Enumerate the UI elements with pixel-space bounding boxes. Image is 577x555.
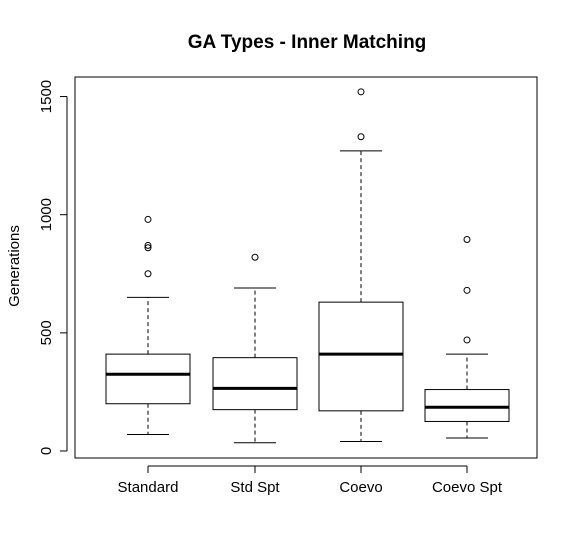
- outlier-point: [144, 244, 152, 252]
- y-axis: 0 500 1000 1500: [38, 80, 68, 455]
- x-tick-label: Std Spt: [230, 479, 280, 496]
- outlier-point: [144, 215, 152, 223]
- box-group: [424, 236, 510, 439]
- box-group: [105, 215, 191, 435]
- y-tick-label: 0: [38, 447, 55, 455]
- plot-frame: [74, 76, 538, 459]
- outlier-point: [357, 88, 365, 96]
- x-axis: Standard Std Spt Coevo Coevo Spt: [118, 465, 503, 496]
- outlier-point: [463, 286, 471, 294]
- box-group: [212, 253, 298, 444]
- iqr-box: [105, 353, 191, 405]
- box-group: [318, 88, 404, 443]
- y-tick-label: 1000: [38, 198, 55, 231]
- outlier-point: [144, 241, 152, 249]
- chart-title: GA Types - Inner Matching: [188, 32, 427, 53]
- outlier-point: [144, 270, 152, 278]
- iqr-box: [212, 357, 298, 411]
- iqr-box: [318, 301, 404, 412]
- x-tick-label: Coevo: [339, 479, 382, 496]
- iqr-box: [424, 389, 510, 422]
- outlier-point: [463, 336, 471, 344]
- x-tick-label: Coevo Spt: [432, 479, 503, 496]
- boxes-layer: [105, 88, 510, 444]
- outlier-point: [357, 133, 365, 141]
- y-tick-label: 1500: [38, 80, 55, 113]
- y-axis-label: Generations: [6, 225, 23, 307]
- y-tick-label: 500: [38, 320, 55, 345]
- outlier-point: [463, 236, 471, 244]
- outlier-point: [251, 253, 259, 261]
- x-tick-label: Standard: [118, 479, 179, 496]
